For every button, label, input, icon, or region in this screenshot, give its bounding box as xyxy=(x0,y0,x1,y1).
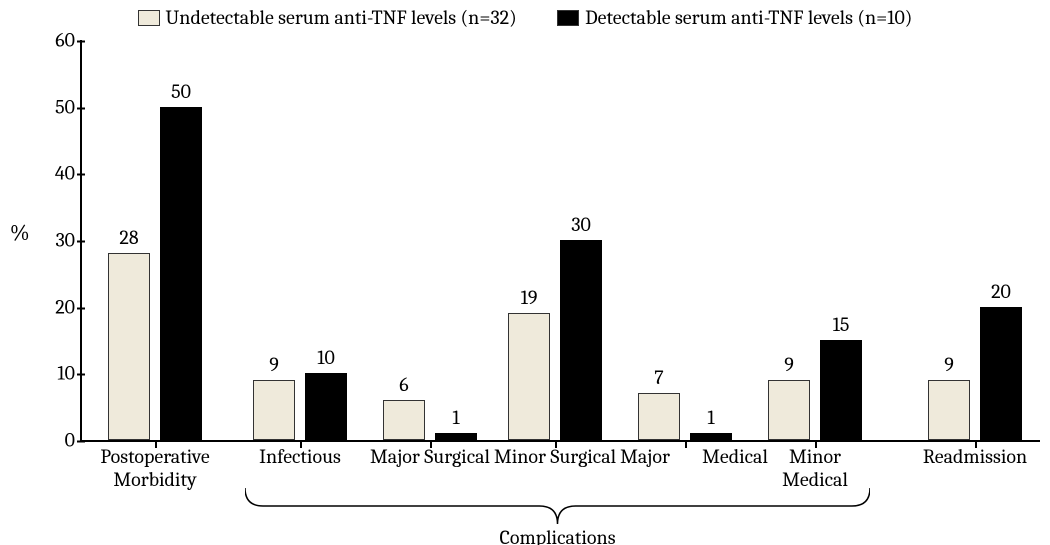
bar-value-label: 1 xyxy=(426,406,486,429)
category-label: Major xyxy=(600,445,690,468)
y-tick: 10 xyxy=(35,362,75,385)
y-tick: 30 xyxy=(35,229,75,252)
legend-label-detectable: Detectable serum anti-TNF levels (n=10) xyxy=(585,6,912,29)
bar-value-label: 30 xyxy=(551,213,611,236)
bar-value-label: 1 xyxy=(681,406,741,429)
bar-undetectable-majmed xyxy=(638,393,680,440)
bar-value-label: 9 xyxy=(759,353,819,376)
bar-value-label: 6 xyxy=(374,373,434,396)
bar-value-label: 28 xyxy=(99,226,159,249)
legend-label-undetectable: Undetectable serum anti-TNF levels (n=32… xyxy=(166,6,517,29)
bar-value-label: 7 xyxy=(629,366,689,389)
category-label: MinorMedical xyxy=(745,445,885,491)
y-axis-label: % xyxy=(10,220,30,246)
legend: Undetectable serum anti-TNF levels (n=32… xyxy=(0,6,1050,31)
y-tick: 20 xyxy=(35,295,75,318)
bar-detectable-readm xyxy=(980,307,1022,440)
category-label: Infectious xyxy=(230,445,370,468)
bar-value-label: 15 xyxy=(811,313,871,336)
bar-value-label: 9 xyxy=(244,353,304,376)
bar-undetectable-infect xyxy=(253,380,295,440)
bar-value-label: 50 xyxy=(151,80,211,103)
bar-detectable-majmed xyxy=(690,433,732,440)
bar-detectable-majsurg xyxy=(435,433,477,440)
category-label: Readmission xyxy=(905,445,1045,468)
bar-undetectable-majsurg xyxy=(383,400,425,440)
y-tick: 40 xyxy=(35,162,75,185)
bar-undetectable-minmed xyxy=(768,380,810,440)
bar-value-label: 10 xyxy=(296,346,356,369)
legend-swatch-undetectable xyxy=(138,10,160,26)
category-label: PostoperativeMorbidity xyxy=(85,445,225,491)
legend-item-undetectable: Undetectable serum anti-TNF levels (n=32… xyxy=(138,6,517,29)
bar-value-label: 20 xyxy=(971,280,1031,303)
bar-detectable-minsurg xyxy=(560,240,602,440)
plot-area: 01020304050602850PostoperativeMorbidity9… xyxy=(80,40,1040,442)
bar-undetectable-postop xyxy=(108,253,150,440)
bar-detectable-postop xyxy=(160,107,202,440)
category-label: Major Surgical xyxy=(360,445,500,468)
bar-undetectable-minsurg xyxy=(508,313,550,440)
y-tick: 0 xyxy=(35,429,75,452)
bar-undetectable-readm xyxy=(928,380,970,440)
legend-item-detectable: Detectable serum anti-TNF levels (n=10) xyxy=(557,6,912,29)
bar-value-label: 9 xyxy=(919,353,979,376)
chart-container: Undetectable serum anti-TNF levels (n=32… xyxy=(0,0,1050,545)
y-tick: 50 xyxy=(35,95,75,118)
brace-label: Complications xyxy=(245,526,870,545)
brace xyxy=(245,488,870,528)
bar-value-label: 19 xyxy=(499,286,559,309)
bar-detectable-minmed xyxy=(820,340,862,440)
bar-detectable-infect xyxy=(305,373,347,440)
legend-swatch-detectable xyxy=(557,10,579,26)
y-tick: 60 xyxy=(35,29,75,52)
